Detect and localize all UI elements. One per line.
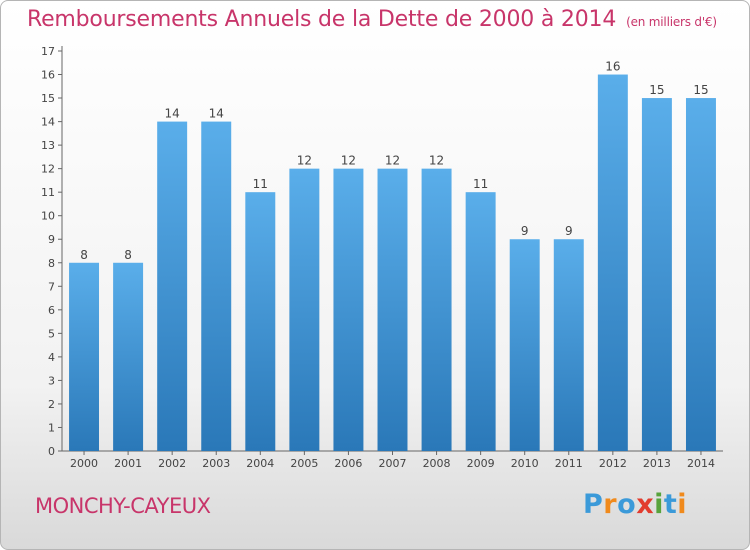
data-label: 9: [521, 224, 529, 238]
x-tick-label: 2004: [246, 457, 274, 470]
y-tick-label: 0: [48, 445, 55, 458]
x-tick-label: 2013: [643, 457, 671, 470]
bar: [245, 192, 276, 452]
unit-note: (en milliers d'€): [626, 15, 717, 29]
logo-letter: r: [603, 489, 618, 520]
y-tick-label: 5: [48, 327, 55, 340]
y-tick-label: 13: [41, 139, 55, 152]
bar: [289, 168, 320, 451]
data-label: 11: [253, 177, 268, 191]
bar: [421, 168, 452, 451]
y-tick-label: 4: [48, 351, 55, 364]
y-tick-label: 1: [48, 421, 55, 434]
x-tick-label: 2003: [202, 457, 230, 470]
bar: [69, 262, 100, 451]
data-label: 12: [385, 154, 400, 168]
y-tick-label: 17: [41, 45, 55, 58]
bar: [509, 239, 540, 451]
data-label: 15: [693, 83, 708, 97]
bar: [377, 168, 408, 451]
logo-letter: x: [636, 489, 655, 520]
bar: [685, 98, 716, 451]
y-tick-label: 12: [41, 163, 55, 176]
bar: [201, 121, 232, 452]
bar: [597, 74, 628, 451]
bar: [333, 168, 364, 451]
bar-chart: 0123456789101112131415161782000820011420…: [41, 45, 723, 470]
y-tick-label: 14: [41, 116, 55, 129]
x-tick-label: 2000: [70, 457, 98, 470]
data-label: 12: [429, 154, 444, 168]
y-tick-label: 16: [41, 69, 55, 82]
data-label: 14: [165, 107, 180, 121]
chart-title: Remboursements Annuels de la Dette de 20…: [27, 7, 717, 32]
bar: [157, 121, 188, 452]
bar: [465, 192, 496, 452]
logo-letter: i: [654, 489, 664, 520]
y-tick-label: 11: [41, 186, 55, 199]
data-label: 8: [124, 248, 132, 262]
y-tick-label: 9: [48, 233, 55, 246]
x-tick-label: 2001: [114, 457, 142, 470]
x-tick-label: 2011: [555, 457, 583, 470]
y-tick-label: 8: [48, 257, 55, 270]
logo-letter: o: [617, 489, 637, 520]
x-tick-label: 2006: [334, 457, 362, 470]
data-label: 16: [605, 60, 620, 74]
bar: [641, 98, 672, 451]
y-tick-label: 10: [41, 210, 55, 223]
data-label: 12: [341, 154, 356, 168]
data-label: 12: [297, 154, 312, 168]
x-tick-label: 2007: [379, 457, 407, 470]
logo-letter: t: [663, 489, 678, 520]
data-label: 8: [80, 248, 88, 262]
proxiti-logo: Proxiti: [583, 489, 687, 520]
bar: [553, 239, 584, 451]
x-tick-label: 2002: [158, 457, 186, 470]
x-tick-label: 2012: [599, 457, 627, 470]
x-tick-label: 2009: [467, 457, 495, 470]
logo-letter: i: [677, 489, 688, 520]
data-label: 11: [473, 177, 488, 191]
y-tick-label: 3: [48, 374, 55, 387]
logo-letter: P: [583, 489, 604, 520]
x-tick-label: 2010: [511, 457, 539, 470]
location-label: MONCHY-CAYEUX: [35, 494, 211, 518]
y-tick-label: 15: [41, 92, 55, 105]
data-label: 14: [209, 107, 224, 121]
bar: [113, 262, 144, 451]
title-text: Remboursements Annuels de la Dette de 20…: [27, 7, 617, 32]
data-label: 9: [565, 224, 573, 238]
x-tick-label: 2008: [423, 457, 451, 470]
y-tick-label: 7: [48, 280, 55, 293]
data-label: 15: [649, 83, 664, 97]
x-tick-label: 2014: [687, 457, 715, 470]
x-tick-label: 2005: [290, 457, 318, 470]
y-tick-label: 6: [48, 304, 55, 317]
y-tick-label: 2: [48, 398, 55, 411]
